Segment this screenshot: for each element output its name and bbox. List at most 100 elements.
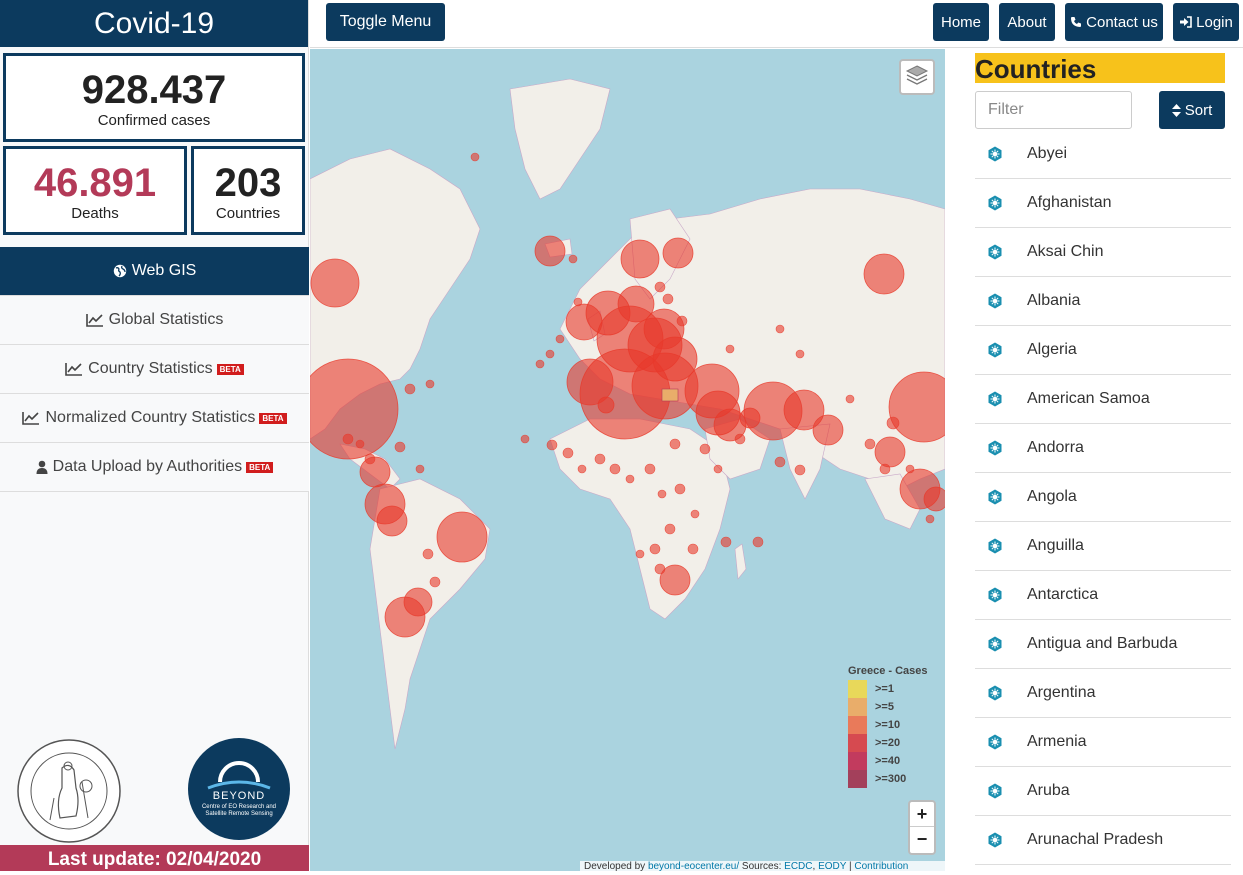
virus-icon <box>987 293 1003 309</box>
legend-label: >=1 <box>875 683 894 695</box>
country-list-item[interactable]: Antigua and Barbuda <box>975 620 1231 669</box>
country-name: Anguilla <box>1027 537 1084 554</box>
country-name: Antigua and Barbuda <box>1027 635 1178 652</box>
country-name: Antarctica <box>1027 586 1099 603</box>
legend-swatch <box>848 716 867 734</box>
nav-global-statistics[interactable]: Global Statistics <box>0 296 309 345</box>
attribution-prefix: Developed by <box>584 861 648 871</box>
legend-entry: >=20 <box>843 734 943 752</box>
virus-icon <box>987 489 1003 505</box>
country-name: American Samoa <box>1027 390 1150 407</box>
nav-data-upload[interactable]: Data Upload by Authorities BETA <box>0 443 309 492</box>
country-list-item[interactable]: Aksai Chin <box>975 228 1231 277</box>
country-list-item[interactable]: Albania <box>975 277 1231 326</box>
nav-normalized-country-statistics[interactable]: Normalized Country Statistics BETA <box>0 394 309 443</box>
login-button[interactable]: Login <box>1173 3 1239 41</box>
country-name: Aruba <box>1027 782 1070 799</box>
country-list-item[interactable]: Antarctica <box>975 571 1231 620</box>
country-name: Abyei <box>1027 145 1068 162</box>
deaths-card: 46.891 Deaths <box>3 146 187 235</box>
virus-icon <box>987 440 1003 456</box>
contribution-link[interactable]: Contribution <box>854 861 909 871</box>
country-list-item[interactable]: American Samoa <box>975 375 1231 424</box>
beta-badge: BETA <box>259 412 287 424</box>
countries-panel: Countries Sort Abyei Afghanistan Aksai Chi… <box>945 49 1243 871</box>
country-list-item[interactable]: Abyei <box>975 130 1231 179</box>
login-label: Login <box>1196 13 1233 31</box>
sidebar-nav: Web GIS Global Statistics Country Statis… <box>0 247 309 492</box>
ecdc-link[interactable]: ECDC <box>784 861 813 871</box>
nav-web-gis-label: Web GIS <box>131 262 197 279</box>
nav-web-gis[interactable]: Web GIS <box>0 247 309 296</box>
country-list-item[interactable]: Angola <box>975 473 1231 522</box>
confirmed-cases-label: Confirmed cases <box>97 112 211 129</box>
eody-link[interactable]: EODY <box>818 861 847 871</box>
deaths-value: 46.891 <box>33 161 157 205</box>
country-list-item[interactable]: Aruba <box>975 767 1231 816</box>
zoom-out-button[interactable]: − <box>916 829 928 849</box>
country-name: Aksai Chin <box>1027 243 1104 260</box>
confirmed-cases-card: 928.437 Confirmed cases <box>3 53 305 142</box>
web-gis-map[interactable]: Greece - Cases >=1 >=5 >=10 >=20 >=40 >=… <box>310 49 945 871</box>
toggle-menu-button[interactable]: Toggle Menu <box>326 3 445 41</box>
country-list-item[interactable]: Afghanistan <box>975 179 1231 228</box>
virus-icon <box>987 538 1003 554</box>
line-chart-icon <box>22 411 40 425</box>
country-name: Albania <box>1027 292 1081 309</box>
sort-button[interactable]: Sort <box>1159 91 1225 129</box>
beyond-logo-title: BEYOND <box>212 790 266 802</box>
virus-icon <box>987 195 1003 211</box>
virus-icon <box>987 342 1003 358</box>
legend-entry: >=300 <box>843 770 943 788</box>
legend-swatch <box>848 770 867 788</box>
country-name: Angola <box>1027 488 1077 505</box>
beyond-center-logo: BEYOND Centre of EO Research and Satelli… <box>188 738 290 840</box>
country-list-item[interactable]: Argentina <box>975 669 1231 718</box>
legend-label: >=300 <box>875 773 907 785</box>
home-button[interactable]: Home <box>933 3 989 41</box>
virus-icon <box>987 391 1003 407</box>
zoom-control: + − <box>908 800 936 855</box>
country-list-item[interactable]: Anguilla <box>975 522 1231 571</box>
sort-label: Sort <box>1184 101 1213 119</box>
beyond-logo-subtitle: Centre of EO Research and Satellite Remo… <box>201 804 277 817</box>
legend-swatch <box>848 698 867 716</box>
country-list-item[interactable]: Algeria <box>975 326 1231 375</box>
country-list: Abyei Afghanistan Aksai Chin Albania Algeria… <box>975 130 1231 865</box>
country-list-item[interactable]: Andorra <box>975 424 1231 473</box>
nav-country-statistics[interactable]: Country Statistics BETA <box>0 345 309 394</box>
line-chart-icon <box>65 362 83 376</box>
legend-title: Greece - Cases <box>848 665 928 677</box>
nav-country-statistics-label: Country Statistics <box>88 360 213 377</box>
last-update-banner: Last update: 02/04/2020 <box>0 845 309 871</box>
country-name: Argentina <box>1027 684 1096 701</box>
layers-button[interactable] <box>899 59 935 95</box>
legend-entry: >=40 <box>843 752 943 770</box>
virus-icon <box>987 685 1003 701</box>
top-navbar: Toggle Menu Home About Contact us Login <box>310 0 1243 48</box>
virus-icon <box>987 146 1003 162</box>
beyond-site-link[interactable]: beyond-eocenter.eu/ <box>647 861 740 871</box>
country-list-item[interactable]: Armenia <box>975 718 1231 767</box>
sort-icon <box>1171 103 1181 117</box>
virus-icon <box>987 636 1003 652</box>
map-attribution: Developed by beyond-eocenter.eu/ Sources… <box>580 861 945 871</box>
virus-icon <box>987 587 1003 603</box>
legend-swatch <box>848 752 867 770</box>
legend-swatch <box>848 680 867 698</box>
country-list-item[interactable]: Arunachal Pradesh <box>975 816 1231 865</box>
contact-us-button[interactable]: Contact us <box>1065 3 1163 41</box>
country-filter-input[interactable] <box>975 91 1132 129</box>
about-button[interactable]: About <box>999 3 1055 41</box>
sign-in-icon <box>1179 16 1192 28</box>
user-icon <box>36 460 48 474</box>
virus-icon <box>987 832 1003 848</box>
deaths-label: Deaths <box>71 205 119 222</box>
virus-icon <box>987 734 1003 750</box>
zoom-in-button[interactable]: + <box>910 802 934 827</box>
nav-normalized-country-statistics-label: Normalized Country Statistics <box>45 409 256 426</box>
virus-icon <box>987 244 1003 260</box>
countries-card: 203 Countries <box>191 146 305 235</box>
legend-label: >=20 <box>875 737 901 749</box>
legend-entry: >=10 <box>843 716 943 734</box>
